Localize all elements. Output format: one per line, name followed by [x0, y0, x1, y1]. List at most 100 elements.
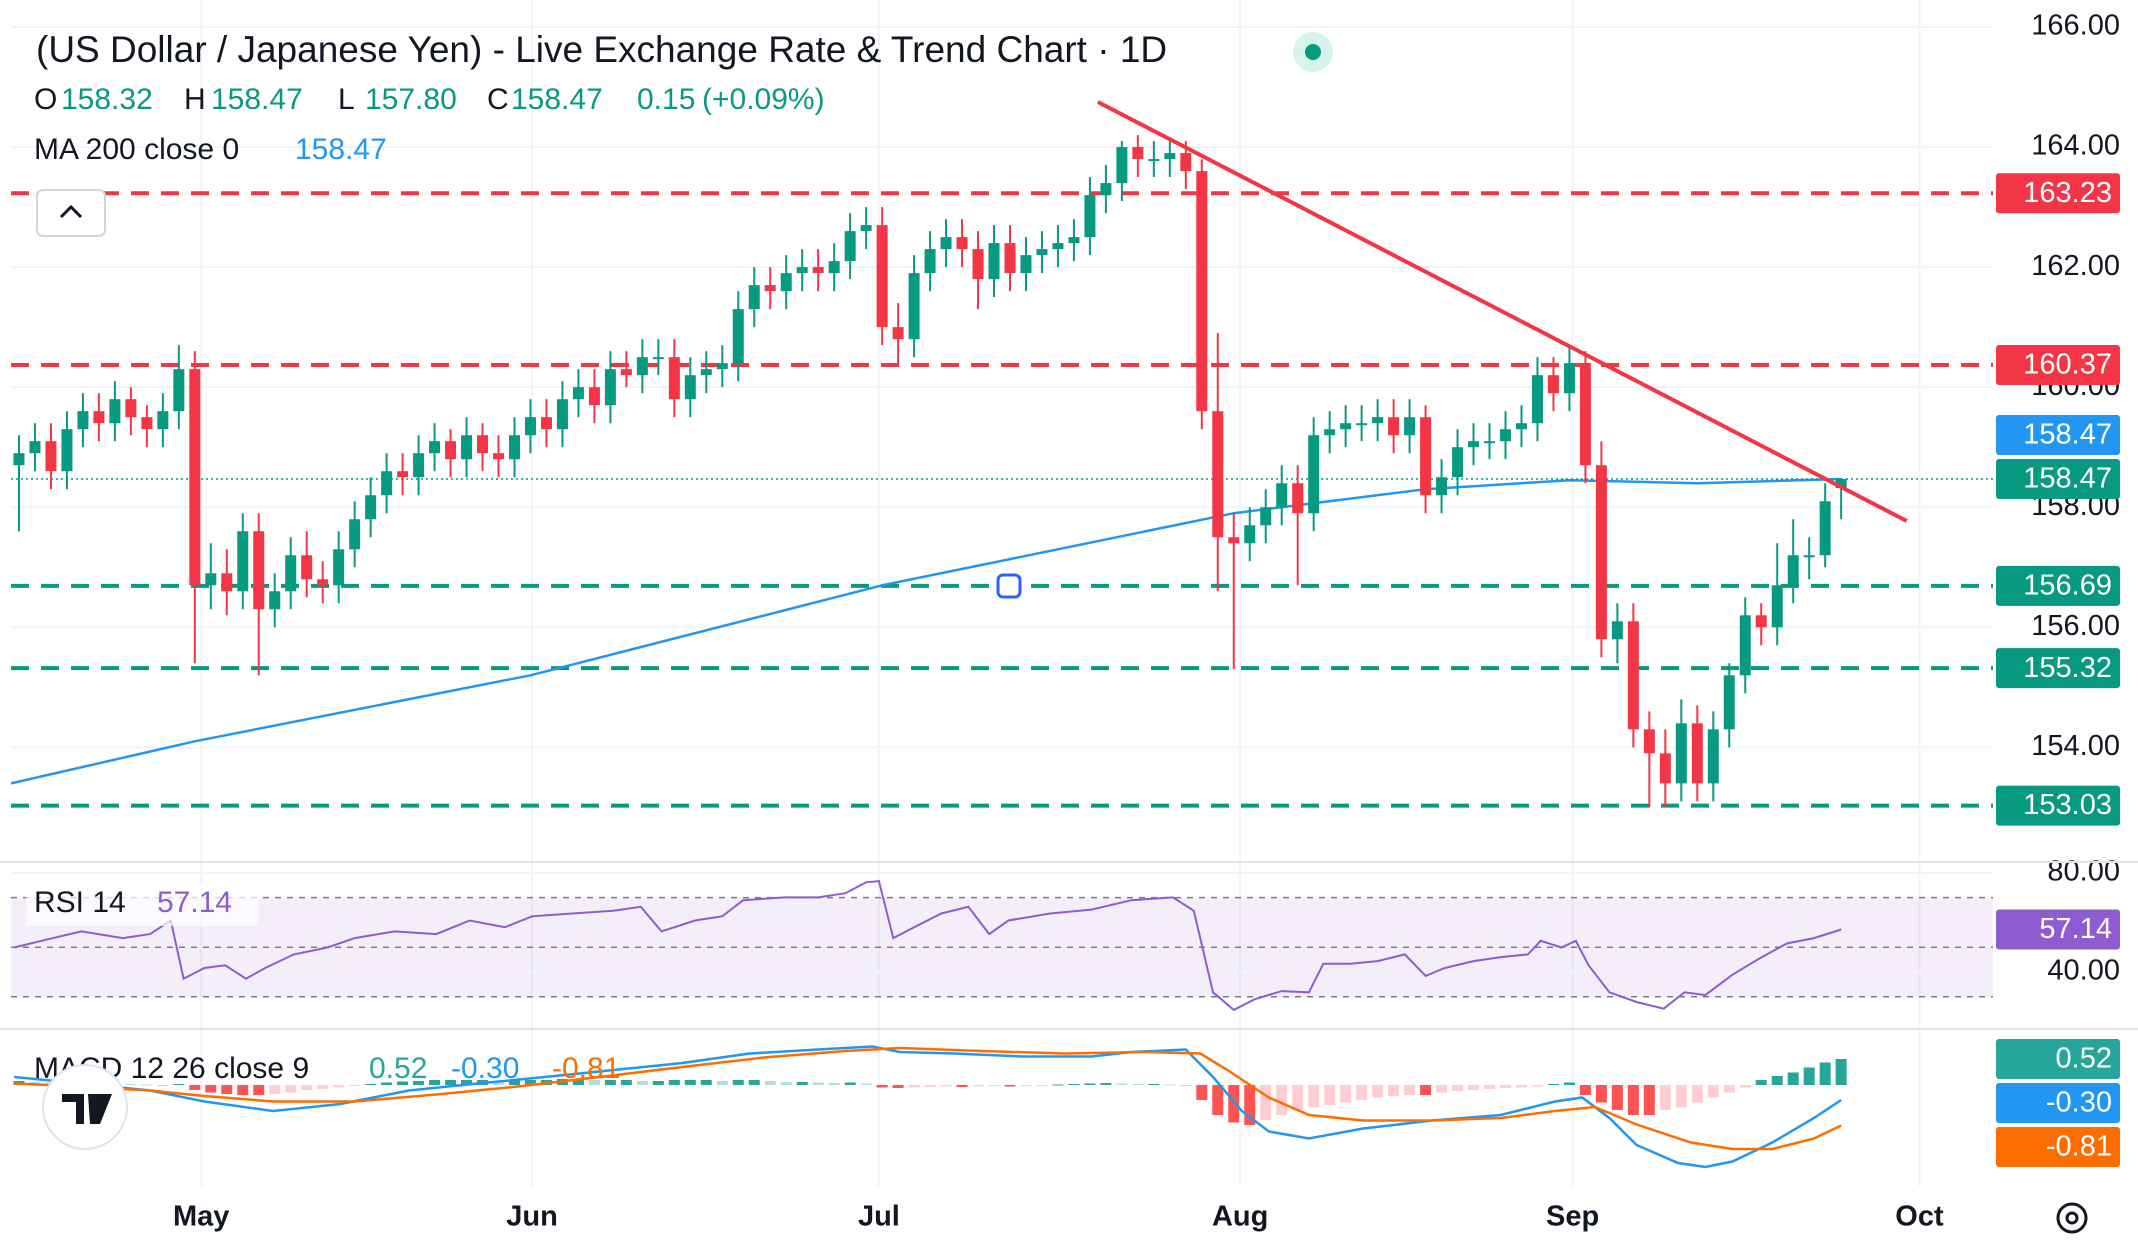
- macd-histogram-bar: [1308, 1085, 1320, 1108]
- macd-histogram-bar: [764, 1081, 776, 1085]
- ohlc-value: 158.47: [211, 83, 303, 116]
- ohlc-value: 158.47: [511, 83, 603, 116]
- candle-body: [1659, 753, 1671, 784]
- macd-histogram-bar: [1531, 1085, 1543, 1087]
- macd-histogram-bar: [1563, 1082, 1575, 1085]
- candle-body: [1132, 147, 1144, 160]
- x-tick-label: May: [173, 1201, 229, 1233]
- ohlc-key: L: [338, 83, 354, 116]
- macd-histogram-bar: [1771, 1076, 1783, 1085]
- brand-logo[interactable]: [42, 1064, 128, 1150]
- level-tag: 156.69: [2023, 570, 2112, 602]
- candle-body: [844, 231, 856, 262]
- ma-tag: 158.47: [2023, 419, 2112, 451]
- candle-body: [1116, 147, 1128, 184]
- y-tick-label: 166.00: [2031, 10, 2120, 42]
- macd-histogram-bar: [1436, 1085, 1448, 1093]
- macd-histogram-bar: [1084, 1083, 1096, 1085]
- candle-body: [636, 357, 648, 376]
- y-tick-label: 156.00: [2031, 610, 2120, 642]
- macd-histogram-bar: [429, 1080, 441, 1085]
- candle-body: [684, 375, 696, 400]
- candle-body: [972, 249, 984, 280]
- candle-body: [780, 273, 792, 292]
- y-tick-label: 80.00: [2047, 856, 2120, 888]
- macd-histogram-bar: [780, 1082, 792, 1085]
- candle-body: [748, 285, 760, 310]
- candle-body: [1707, 729, 1719, 784]
- candle-body: [924, 249, 936, 274]
- macd-histogram-bar: [253, 1085, 265, 1095]
- level-tag: 153.03: [2023, 789, 2112, 821]
- macd-histogram-bar: [796, 1082, 808, 1085]
- settings-icon[interactable]: [2056, 1202, 2088, 1234]
- macd-legend-signal: -0.81: [552, 1052, 620, 1085]
- level-tag: 160.37: [2023, 349, 2112, 381]
- candle-body: [61, 429, 73, 472]
- macd-histogram-bar: [1100, 1083, 1112, 1085]
- candle-body: [1276, 483, 1288, 508]
- candle-body: [1691, 723, 1703, 784]
- grid: [11, 0, 1993, 1186]
- rsi-line: [13, 880, 1842, 1012]
- candle-body: [381, 471, 393, 496]
- macd-histogram-bar: [1579, 1085, 1591, 1095]
- candle-body: [141, 417, 153, 430]
- brand-glyph: [62, 1094, 112, 1124]
- rsi-tag-bg: [1996, 909, 2120, 950]
- drawing-handle[interactable]: [996, 573, 1022, 599]
- candle-body: [876, 225, 888, 328]
- candle-body: [29, 441, 41, 454]
- macd-histogram-bar: [1404, 1085, 1416, 1095]
- macd-histogram-bar: [1276, 1085, 1288, 1115]
- candle-body: [1244, 525, 1256, 544]
- level-tag: 163.23: [2023, 177, 2112, 209]
- macd-histogram-bar: [508, 1080, 520, 1085]
- level-tag-bg: [1996, 648, 2120, 689]
- candle-body: [1340, 423, 1352, 430]
- candle-body: [1531, 375, 1543, 424]
- price-tags: 153.03 155.32 156.69 158.47 158.47 160.37 163.…: [1996, 173, 2120, 1167]
- macd-histogram-bar: [892, 1085, 904, 1088]
- macd-histogram-bar: [1260, 1085, 1272, 1120]
- candle-body: [333, 549, 345, 586]
- macd-histogram-bar: [748, 1080, 760, 1085]
- candle-body: [349, 519, 361, 550]
- candle-body: [1020, 255, 1032, 274]
- macd-histogram-bar: [1196, 1085, 1208, 1100]
- ohlc-key: O: [34, 83, 57, 116]
- candle-body: [892, 327, 904, 340]
- macd-histogram-bar: [588, 1080, 600, 1085]
- macd-histogram-bar: [141, 1084, 153, 1086]
- candle-body: [588, 387, 600, 406]
- candle-body: [397, 471, 409, 478]
- candle-body: [301, 555, 313, 580]
- macd-histogram-bar: [1787, 1072, 1799, 1085]
- candle-body: [540, 417, 552, 430]
- signal-tag-bg: [1996, 1127, 2120, 1167]
- candle-body: [1404, 417, 1416, 436]
- macd-histogram-bar: [988, 1085, 1000, 1086]
- macd-histogram-bar: [732, 1080, 744, 1085]
- macd-histogram-bar: [189, 1085, 201, 1090]
- candle-body: [157, 411, 169, 430]
- level-tag-bg: [1996, 565, 2120, 606]
- candle-body: [1739, 615, 1751, 676]
- candle-body: [1292, 483, 1304, 514]
- macd-histogram-bar: [1755, 1080, 1767, 1085]
- macd-histogram-bar: [620, 1080, 632, 1085]
- macd-histogram-bar: [157, 1085, 169, 1086]
- candle-body: [173, 369, 185, 412]
- macd-histogram-bar: [173, 1084, 185, 1085]
- macd-histogram-bar: [1803, 1067, 1815, 1085]
- candle-body: [1563, 363, 1575, 394]
- macd-histogram-bar: [700, 1080, 712, 1085]
- macd-histogram-bar: [333, 1085, 345, 1088]
- macd-histogram-bar: [924, 1085, 936, 1087]
- candle-body: [764, 285, 776, 292]
- collapse-button[interactable]: [36, 189, 106, 237]
- macd-histogram-bar: [908, 1085, 920, 1088]
- candle-body: [205, 573, 217, 586]
- rsi-legend-label: RSI 14: [34, 886, 126, 919]
- macd-histogram-bar: [1356, 1085, 1368, 1100]
